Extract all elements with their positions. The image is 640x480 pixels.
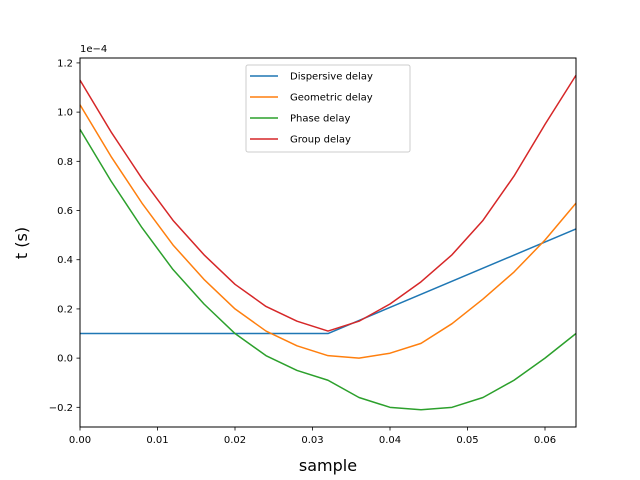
y-tick-label: 0.2 — [57, 304, 73, 315]
x-axis-title: sample — [299, 456, 357, 475]
series-line-dispersive-delay — [80, 228, 577, 335]
x-tick-label: 0.01 — [146, 435, 168, 446]
legend-label-geometric-delay: Geometric delay — [290, 93, 373, 104]
legend: Dispersive delay Geometric delay Phase del… — [245, 64, 411, 153]
x-tick-label: 0.06 — [534, 435, 556, 446]
y-tick-label: 0.4 — [57, 255, 73, 266]
series-layer — [79, 74, 577, 411]
legend-entries: Dispersive delay Geometric delay Phase del… — [250, 72, 373, 146]
x-tick-label: 0.05 — [456, 435, 478, 446]
y-tick-label: −0.2 — [49, 403, 73, 414]
plot-frame — [79, 57, 577, 428]
series-line-group-delay — [79, 74, 577, 332]
y-axis-ticks: −0.2 0.0 0.2 0.4 0.6 0.8 1.0 1.2 — [49, 58, 80, 414]
x-tick-label: 0.00 — [69, 435, 91, 446]
x-tick-label: 0.04 — [379, 435, 401, 446]
y-offset-label: 1e−4 — [80, 44, 107, 55]
legend-label-group-delay: Group delay — [290, 135, 351, 146]
series-line-geometric-delay — [79, 104, 577, 359]
y-tick-label: 0.6 — [57, 206, 73, 217]
y-tick-label: 0.8 — [57, 157, 73, 168]
legend-label-phase-delay: Phase delay — [290, 114, 350, 125]
y-tick-label: 1.2 — [57, 58, 73, 69]
x-tick-label: 0.03 — [301, 435, 323, 446]
x-tick-label: 0.02 — [224, 435, 246, 446]
y-axis-title: t (s) — [12, 227, 31, 259]
y-tick-label: 0.0 — [57, 354, 73, 365]
series-line-phase-delay — [79, 128, 577, 411]
legend-box — [245, 64, 411, 153]
legend-label-dispersive-delay: Dispersive delay — [290, 72, 373, 83]
y-tick-label: 1.0 — [57, 108, 73, 119]
x-axis-ticks: 0.00 0.01 0.02 0.03 0.04 0.05 0.06 — [69, 427, 556, 446]
